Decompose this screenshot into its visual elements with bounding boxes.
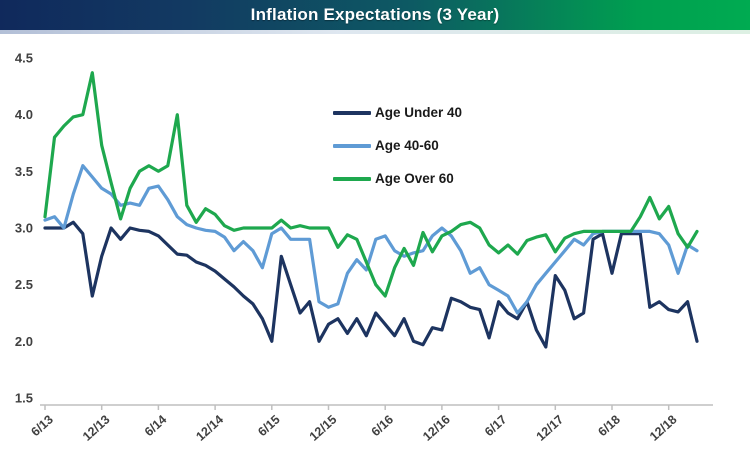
x-axis-label: 6/14 (142, 412, 169, 439)
x-axis-label: 6/15 (255, 412, 282, 439)
legend-label-age-under-40: Age Under 40 (375, 105, 463, 120)
x-axis-label: 6/16 (369, 412, 396, 439)
y-axis-label: 4.0 (15, 107, 33, 122)
series-line-age-over-60 (43, 71, 699, 298)
legend-item-age-under-40: Age Under 40 (333, 104, 493, 121)
chart-legend: Age Under 40 Age 40-60 Age Over 60 (333, 104, 493, 203)
y-axis-label: 2.0 (15, 334, 33, 349)
y-axis-label: 3.5 (15, 164, 33, 179)
y-axis-label: 4.5 (15, 51, 33, 66)
title-bar-bevel (0, 30, 750, 34)
series-line-age-40-60 (43, 164, 699, 315)
x-axis-label: 12/14 (193, 412, 226, 443)
y-axis-label: 1.5 (15, 390, 33, 405)
x-axis-label: 12/17 (534, 412, 567, 443)
x-axis-label: 6/17 (482, 412, 509, 439)
x-axis-label: 6/13 (28, 412, 55, 439)
legend-item-age-over-60: Age Over 60 (333, 170, 493, 187)
x-axis-label: 6/18 (595, 412, 622, 439)
legend-item-age-40-60: Age 40-60 (333, 137, 493, 154)
legend-swatch-age-over-60 (333, 176, 371, 181)
chart-title-bar: Inflation Expectations (3 Year) (0, 0, 750, 30)
chart-title: Inflation Expectations (3 Year) (250, 5, 500, 24)
legend-swatch-age-40-60 (333, 143, 371, 148)
y-axis-label: 2.5 (15, 277, 33, 292)
y-axis-label: 3.0 (15, 220, 33, 235)
x-axis-label: 12/15 (307, 412, 340, 443)
x-axis-label: 12/13 (80, 412, 113, 443)
x-axis-label: 12/16 (420, 412, 453, 443)
legend-label-age-over-60: Age Over 60 (375, 171, 454, 186)
legend-swatch-age-under-40 (333, 110, 371, 115)
x-axis-label: 12/18 (647, 412, 680, 443)
legend-label-age-40-60: Age 40-60 (375, 138, 439, 153)
series-line-age-under-40 (43, 220, 699, 349)
